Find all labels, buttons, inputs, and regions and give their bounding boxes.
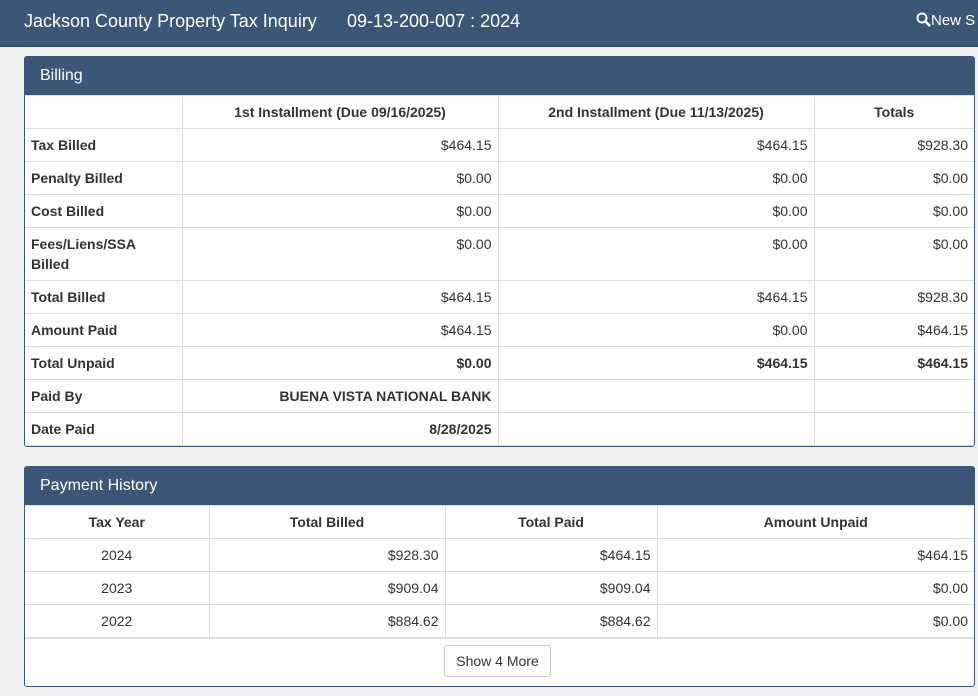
cell: 2024 — [25, 538, 210, 572]
cell: $928.30 — [208, 538, 446, 572]
show-more-button[interactable]: Show 4 More — [444, 645, 551, 677]
column-header: Amount Unpaid — [656, 505, 974, 539]
header-row: Tax Year Total Billed Total Paid Amount Unp… — [25, 505, 974, 539]
billing-panel: Billing 1st Installment (Due 09/16/2025)… — [24, 56, 975, 447]
cell: BUENA VISTA NATIONAL BANK — [181, 379, 499, 413]
panel-title: Payment History — [25, 467, 974, 505]
cell: $464.15 — [444, 538, 658, 572]
billing-row: Total Unpaid $0.00 $464.15 $464.15 — [25, 346, 974, 380]
column-header: Tax Year — [25, 505, 210, 539]
row-label: Tax Billed — [25, 128, 183, 162]
panel-title: Billing — [25, 57, 974, 95]
cell: $0.00 — [497, 161, 815, 195]
cell: $0.00 — [813, 227, 974, 281]
panel-footer: Show 4 More — [25, 638, 974, 686]
cell: $464.15 — [181, 280, 499, 314]
history-row: 2023 $909.04 $909.04 $0.00 — [25, 571, 974, 605]
column-header: Total Billed — [208, 505, 446, 539]
row-label: Total Unpaid — [25, 346, 183, 380]
column-header: Total Paid — [444, 505, 658, 539]
cell: $0.00 — [181, 194, 499, 228]
cell: $0.00 — [497, 313, 815, 347]
billing-row: Amount Paid $464.15 $0.00 $464.15 — [25, 313, 974, 347]
history-row: 2024 $928.30 $464.15 $464.15 — [25, 538, 974, 572]
cell: $0.00 — [181, 346, 499, 380]
cell: $0.00 — [181, 161, 499, 195]
cell: $0.00 — [181, 227, 499, 281]
row-label: Fees/Liens/SSA Billed — [25, 227, 183, 281]
cell: $928.30 — [813, 128, 974, 162]
top-bar: Jackson County Property Tax Inquiry 09-1… — [0, 0, 978, 47]
payment-history-panel: Payment History Tax Year Total Billed Tota… — [24, 466, 975, 687]
cell: $464.15 — [656, 538, 974, 572]
cell: $0.00 — [813, 194, 974, 228]
header-cell — [25, 95, 183, 129]
cell: $464.15 — [497, 346, 815, 380]
app-title: Jackson County Property Tax Inquiry — [24, 11, 317, 31]
cell: $909.04 — [444, 571, 658, 605]
cell: $884.62 — [208, 604, 446, 638]
cell: $464.15 — [813, 346, 974, 380]
cell: $0.00 — [497, 194, 815, 228]
search-icon — [916, 12, 931, 27]
header-row: 1st Installment (Due 09/16/2025) 2nd Inst… — [25, 95, 974, 129]
history-table: Tax Year Total Billed Total Paid Amount Unp… — [25, 505, 974, 638]
cell — [813, 412, 974, 446]
billing-row: Paid By BUENA VISTA NATIONAL BANK — [25, 379, 974, 413]
billing-row: Penalty Billed $0.00 $0.00 $0.00 — [25, 161, 974, 195]
row-label: Amount Paid — [25, 313, 183, 347]
row-label: Date Paid — [25, 412, 183, 446]
row-label: Penalty Billed — [25, 161, 183, 195]
cell: $464.15 — [813, 313, 974, 347]
billing-row: Total Billed $464.15 $464.15 $928.30 — [25, 280, 974, 314]
cell: 2023 — [25, 571, 210, 605]
cell: $0.00 — [497, 227, 815, 281]
billing-table: 1st Installment (Due 09/16/2025) 2nd Inst… — [25, 95, 974, 446]
cell: $0.00 — [656, 604, 974, 638]
column-header: 2nd Installment (Due 11/13/2025) — [497, 95, 815, 129]
cell — [497, 412, 815, 446]
row-label: Paid By — [25, 379, 183, 413]
billing-row: Date Paid 8/28/2025 — [25, 412, 974, 446]
cell — [813, 379, 974, 413]
cell: $464.15 — [181, 128, 499, 162]
cell: $464.15 — [497, 128, 815, 162]
cell: $464.15 — [181, 313, 499, 347]
column-header: 1st Installment (Due 09/16/2025) — [181, 95, 499, 129]
new-search-text[interactable]: New S — [931, 12, 976, 29]
column-header: Totals — [813, 95, 974, 129]
cell: $464.15 — [497, 280, 815, 314]
cell: $928.30 — [813, 280, 974, 314]
cell: $0.00 — [656, 571, 974, 605]
cell — [497, 379, 815, 413]
cell: $909.04 — [208, 571, 446, 605]
cell: 8/28/2025 — [181, 412, 499, 446]
row-label: Total Billed — [25, 280, 183, 314]
billing-row: Tax Billed $464.15 $464.15 $928.30 — [25, 128, 974, 162]
parcel-id: 09-13-200-007 : 2024 — [347, 11, 521, 31]
cell: 2022 — [25, 604, 210, 638]
history-row: 2022 $884.62 $884.62 $0.00 — [25, 604, 974, 638]
row-label: Cost Billed — [25, 194, 183, 228]
cell: $0.00 — [813, 161, 974, 195]
billing-row: Fees/Liens/SSA Billed $0.00 $0.00 $0.00 — [25, 227, 974, 281]
new-search-link[interactable]: New S — [916, 12, 978, 29]
cell: $884.62 — [444, 604, 658, 638]
billing-row: Cost Billed $0.00 $0.00 $0.00 — [25, 194, 974, 228]
